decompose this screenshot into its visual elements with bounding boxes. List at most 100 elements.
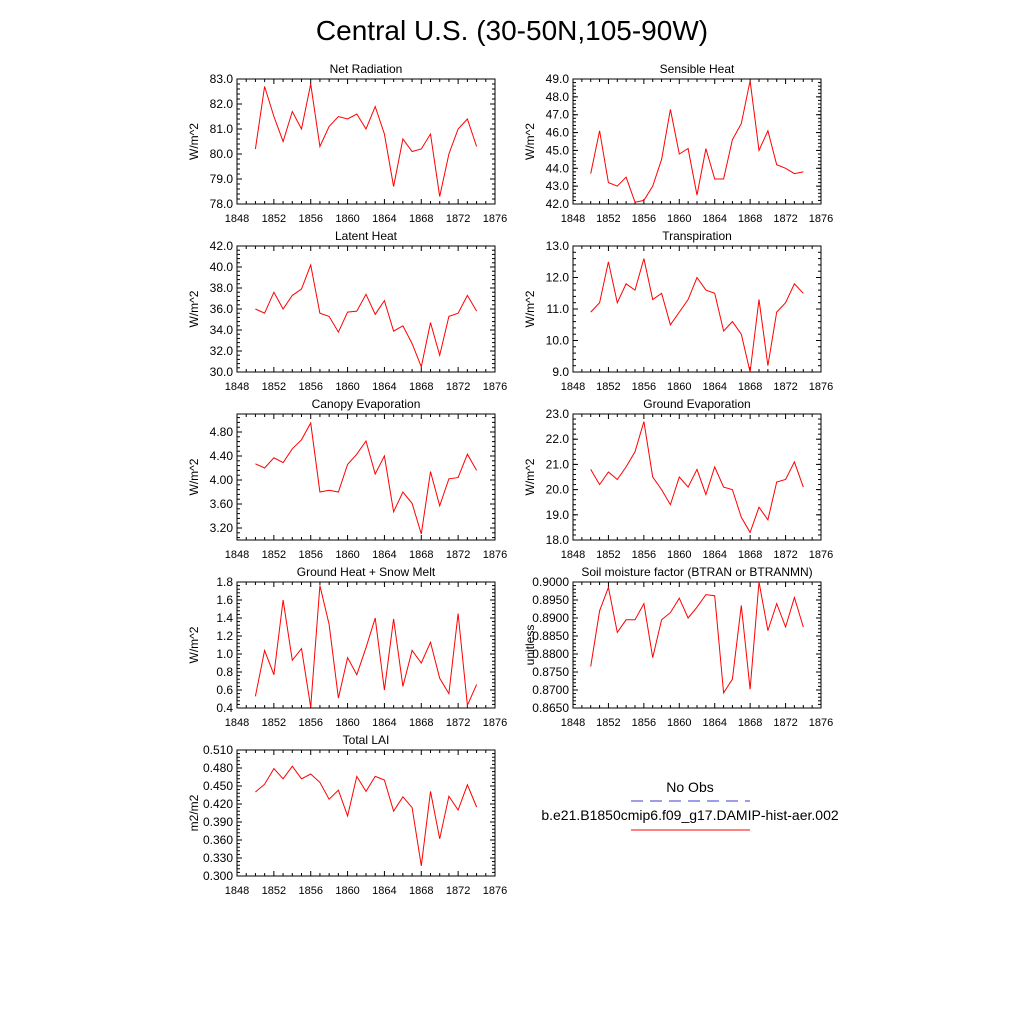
x-tick-label: 1864: [372, 717, 396, 729]
y-tick-label: 49.0: [546, 72, 570, 86]
y-tick-label: 30.0: [210, 365, 234, 379]
chart-panels: Net Radiation W/m^2 1848 1852 1856 1860 1864 18…: [187, 62, 833, 897]
x-tick-label: 1860: [335, 213, 359, 225]
panel-title: Sensible Heat: [660, 62, 735, 76]
y-tick-label: 82.0: [210, 97, 234, 111]
y-tick-label: 32.0: [210, 344, 234, 358]
chart-panel: Ground Evaporation W/m^2 1848 1852 1856 1860 1…: [523, 397, 833, 561]
series-line: [255, 421, 478, 535]
y-tick-label: 0.4: [216, 701, 233, 715]
x-tick-label: 1856: [632, 549, 656, 561]
y-tick-label: 1.4: [216, 611, 233, 625]
y-tick-label: 18.0: [546, 533, 570, 547]
x-tick-label: 1860: [335, 717, 359, 729]
y-tick-label: 40.0: [210, 260, 234, 274]
panel-title: Net Radiation: [330, 62, 403, 76]
y-tick-label: 1.8: [216, 575, 233, 589]
legend-model-label: b.e21.B1850cmip6.f09_g17.DAMIP-hist-aer.…: [541, 807, 839, 823]
chart-panel: Latent Heat W/m^2 1848 1852 1856 1860 1864 1868…: [187, 229, 507, 393]
y-tick-label: 4.00: [210, 473, 234, 487]
y-tick-label: 19.0: [546, 508, 570, 522]
plot-frame: [572, 78, 822, 205]
x-tick-label: 1860: [667, 717, 691, 729]
x-tick-label: 1868: [409, 717, 433, 729]
y-tick-label: 0.450: [203, 779, 233, 793]
y-tick-label: 23.0: [546, 407, 570, 421]
x-tick-label: 1856: [632, 381, 656, 393]
x-tick-label: 1856: [298, 381, 322, 393]
x-tick-label: 1848: [225, 381, 249, 393]
y-tick-label: 0.8650: [532, 701, 569, 715]
y-tick-label: 0.6: [216, 683, 233, 697]
x-tick-label: 1856: [632, 717, 656, 729]
y-tick-label: 83.0: [210, 72, 234, 86]
x-tick-label: 1852: [596, 717, 620, 729]
x-tick-label: 1872: [446, 717, 470, 729]
series-line: [590, 421, 804, 534]
legend-obs-label: No Obs: [666, 779, 713, 795]
x-tick-label: 1860: [335, 549, 359, 561]
y-tick-label: 21.0: [546, 457, 570, 471]
plot-frame: [236, 413, 496, 541]
x-tick-label: 1848: [561, 381, 585, 393]
y-tick-label: 0.510: [203, 743, 233, 757]
y-axis-label: m2/m2: [187, 794, 201, 831]
y-tick-label: 11.0: [547, 302, 570, 316]
y-tick-label: 0.8850: [532, 629, 569, 643]
y-tick-label: 4.80: [210, 425, 234, 439]
panel-title: Latent Heat: [335, 229, 398, 243]
legend: No Obs b.e21.B1850cmip6.f09_g17.DAMIP-hi…: [541, 779, 839, 831]
x-tick-label: 1860: [335, 885, 359, 897]
x-tick-label: 1872: [773, 213, 797, 225]
x-tick-label: 1868: [409, 213, 433, 225]
x-tick-label: 1852: [262, 717, 286, 729]
y-tick-label: 3.60: [210, 497, 234, 511]
y-axis-label: unitless: [523, 625, 537, 666]
y-tick-label: 4.40: [210, 449, 234, 463]
y-tick-label: 0.9000: [532, 575, 569, 589]
plot-frame: [236, 78, 496, 205]
x-tick-label: 1860: [667, 381, 691, 393]
y-tick-label: 0.390: [203, 815, 233, 829]
x-tick-label: 1868: [409, 885, 433, 897]
x-tick-label: 1864: [702, 381, 726, 393]
y-tick-label: 1.6: [216, 593, 233, 607]
y-axis-label: W/m^2: [187, 123, 201, 160]
y-tick-label: 3.20: [210, 521, 234, 535]
x-tick-label: 1856: [632, 213, 656, 225]
x-tick-label: 1852: [596, 381, 620, 393]
y-tick-label: 78.0: [210, 197, 234, 211]
x-tick-label: 1852: [262, 213, 286, 225]
y-tick-label: 46.0: [546, 126, 570, 140]
chart-panel: Soil moisture factor (BTRAN or BTRANMN) u…: [523, 565, 833, 729]
x-tick-label: 1848: [225, 717, 249, 729]
y-axis-label: W/m^2: [523, 123, 537, 160]
y-tick-label: 42.0: [546, 197, 570, 211]
x-tick-label: 1864: [372, 213, 396, 225]
x-tick-label: 1848: [561, 717, 585, 729]
x-tick-label: 1860: [667, 549, 691, 561]
x-tick-label: 1864: [372, 381, 396, 393]
y-tick-label: 0.8700: [532, 683, 569, 697]
panel-title: Total LAI: [343, 733, 390, 747]
series-line: [590, 581, 804, 695]
x-tick-label: 1872: [773, 549, 797, 561]
chart-panel: Ground Heat + Snow Melt W/m^2 1848 1852 1856…: [187, 565, 507, 729]
y-tick-label: 0.8950: [532, 593, 569, 607]
y-tick-label: 0.360: [203, 833, 233, 847]
y-tick-label: 43.0: [546, 179, 570, 193]
chart-panel: Net Radiation W/m^2 1848 1852 1856 1860 1864 18…: [187, 62, 507, 225]
x-tick-label: 1864: [372, 885, 396, 897]
x-tick-label: 1876: [809, 213, 833, 225]
x-tick-label: 1868: [409, 381, 433, 393]
y-tick-label: 80.0: [210, 147, 234, 161]
x-tick-label: 1872: [773, 381, 797, 393]
x-tick-label: 1872: [446, 213, 470, 225]
x-tick-label: 1856: [298, 717, 322, 729]
panel-title: Canopy Evaporation: [312, 397, 421, 411]
x-tick-label: 1876: [483, 717, 507, 729]
y-axis-label: W/m^2: [523, 458, 537, 495]
y-tick-label: 12.0: [546, 271, 570, 285]
plot-frame: [236, 581, 496, 709]
